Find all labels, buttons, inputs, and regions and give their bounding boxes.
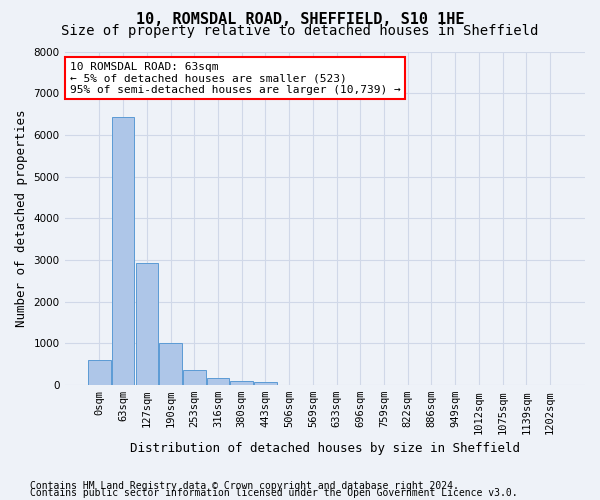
Bar <box>88 360 111 385</box>
Bar <box>254 382 277 385</box>
Y-axis label: Number of detached properties: Number of detached properties <box>15 110 28 327</box>
Text: Contains HM Land Registry data © Crown copyright and database right 2024.: Contains HM Land Registry data © Crown c… <box>30 481 459 491</box>
Bar <box>160 343 182 385</box>
Bar <box>136 264 158 385</box>
Text: 10 ROMSDAL ROAD: 63sqm
← 5% of detached houses are smaller (523)
95% of semi-det: 10 ROMSDAL ROAD: 63sqm ← 5% of detached … <box>70 62 400 94</box>
Bar <box>207 378 229 385</box>
Bar <box>112 117 134 385</box>
Bar <box>183 370 206 385</box>
Text: 10, ROMSDAL ROAD, SHEFFIELD, S10 1HE: 10, ROMSDAL ROAD, SHEFFIELD, S10 1HE <box>136 12 464 28</box>
Text: Contains public sector information licensed under the Open Government Licence v3: Contains public sector information licen… <box>30 488 518 498</box>
X-axis label: Distribution of detached houses by size in Sheffield: Distribution of detached houses by size … <box>130 442 520 455</box>
Text: Size of property relative to detached houses in Sheffield: Size of property relative to detached ho… <box>61 24 539 38</box>
Bar <box>230 381 253 385</box>
